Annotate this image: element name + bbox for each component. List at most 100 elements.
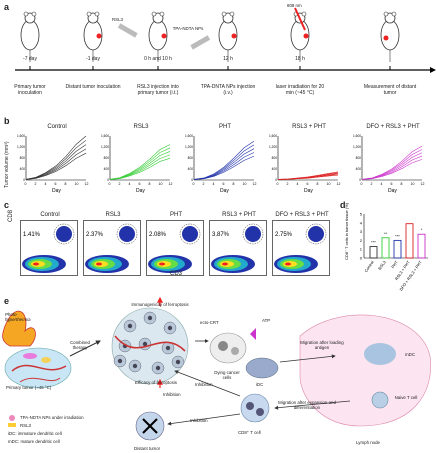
growth-curve-line [361,152,423,180]
flow-plot: 3.87% [209,220,267,276]
growth-xtick: 8 [233,182,235,186]
bar-category-label: Control [363,260,375,274]
growth-chart-title: DFO + RSL3 + PHT [366,124,420,130]
laser-label: 808 nm [287,3,302,8]
growth-curve-line [193,156,255,180]
growth-curve-line [361,145,423,180]
atp-text: ATP [262,318,271,323]
growth-xtick: 6 [139,182,141,186]
growth-curve-line [25,144,87,180]
bar-category-label: RSL3 [377,259,387,271]
timeline-event-label: Measurement of distant tumor [363,84,417,96]
dying-cells-text: Dying cancer cells [214,370,240,380]
mouse-icon [20,11,40,62]
growth-curve-line [361,149,423,180]
np-syringe-label: TPA-NDTA NPs [172,26,204,31]
growth-curve-line [25,152,87,180]
growth-xlabel: Day [388,188,397,194]
growth-ytick: 0 [359,178,361,182]
bar-ytick: 3 [360,229,363,234]
growth-xtick: 0 [109,182,111,186]
growth-xlabel: Day [220,188,229,194]
flow-plot-title: PHT [170,212,182,218]
bar-ytick: 2 [360,238,363,243]
bar-significance: *** [395,233,400,238]
growth-xtick: 8 [401,182,403,186]
growth-ytick: 0 [23,178,25,182]
growth-xtick: 0 [361,182,363,186]
growth-chart-title: PHT [219,124,231,130]
growth-ytick: 800 [20,156,26,160]
bar-ylabel: CD8⁺ T cells in tumor tissue (%) [344,202,349,260]
naive-t-cell-text: Naive T cell [394,395,418,400]
growth-xtick: 0 [193,182,195,186]
legend-idc: iDC: immature dendritic cell [8,431,62,436]
growth-ytick: 800 [272,156,278,160]
timeline-event-label: Distant tumor inoculation [65,84,121,90]
flow-plot: 2.08% [146,220,204,276]
rsl3-syringe-label: RSL3 [112,17,123,22]
growth-curve-line [361,155,423,180]
growth-xtick: 6 [307,182,309,186]
panel-a-label: a [4,2,10,12]
timeline-day-label: 0 h and 10 h [144,56,172,62]
growth-chart: Day 0 2 4 6 8 10 12 0 400 800 1,200 1,600 [101,134,172,194]
ecto-crt-text: ecto-CRT [200,320,219,325]
growth-curve-line [361,159,423,180]
growth-xtick: 4 [381,182,383,186]
flow-plot: 1.41% [20,220,78,276]
growth-xlabel: Day [136,188,145,194]
cd8-t-cell-text: CD8⁺ T cell [238,430,261,435]
growth-curve-line [193,148,255,180]
flow-percent: 2.08% [149,232,167,238]
legend-rsl3: RSL3 [20,423,31,428]
inhibition-text-3: Inhibition [190,418,208,423]
bar-ytick: 4 [360,220,363,225]
flow-plot-title: RSL3 + PHT [222,212,256,218]
growth-chart: Day 0 2 4 6 8 10 12 0 400 800 1,200 1,600 [269,134,341,194]
flow-percent: 2.37% [86,232,104,238]
growth-curve-line [25,140,87,180]
growth-ytick: 1,200 [185,145,193,149]
growth-xtick: 2 [119,182,121,186]
growth-xtick: 10 [327,182,331,186]
flow-xlabel: CD3 [170,271,183,277]
growth-ylabel: Tumor volume (mm³) [4,141,10,188]
timeline-figure [15,7,436,73]
panel-d-label: d [340,200,346,210]
growth-ytick: 400 [188,167,194,171]
legend-mdc: mDC: mature dendritic cell [8,439,60,444]
legend-nps: TPA-NDTA NPs under irradiation [20,415,84,420]
growth-ytick: 1,600 [185,134,193,138]
bar-significance: *** [371,240,376,245]
timeline-event-label: laser irradiation for 20 min (~45 °C) [275,84,325,96]
growth-curve-line [109,144,171,180]
growth-curve-line [109,158,171,180]
growth-curve-line [25,148,87,180]
bar-ytick: 1 [360,247,363,252]
growth-ytick: 1,200 [17,145,25,149]
flow-plot-title: RSL3 [105,212,121,218]
flow-ylabel: CD8 [8,209,14,222]
growth-xtick: 12 [253,182,257,186]
growth-chart-title: RSL3 [133,124,149,130]
growth-ytick: 1,200 [269,145,277,149]
timeline-day-label: -1 day [86,56,100,62]
growth-xtick: 10 [75,182,79,186]
bar-ytick: 0 [360,256,363,261]
timeline-day-label: 12 h [223,56,233,62]
growth-ytick: 0 [191,178,193,182]
panel-c-label: c [4,200,10,210]
growth-ytick: 400 [356,167,362,171]
flow-percent: 1.41% [23,232,41,238]
growth-ytick: 0 [107,178,109,182]
growth-xlabel: Day [52,188,61,194]
growth-xtick: 2 [371,182,373,186]
growth-xtick: 12 [337,182,341,186]
growth-xtick: 10 [159,182,163,186]
growth-ytick: 1,600 [101,134,109,138]
bar-category-label: PHT [390,259,399,269]
growth-xtick: 4 [213,182,215,186]
growth-curve-line [109,151,171,180]
